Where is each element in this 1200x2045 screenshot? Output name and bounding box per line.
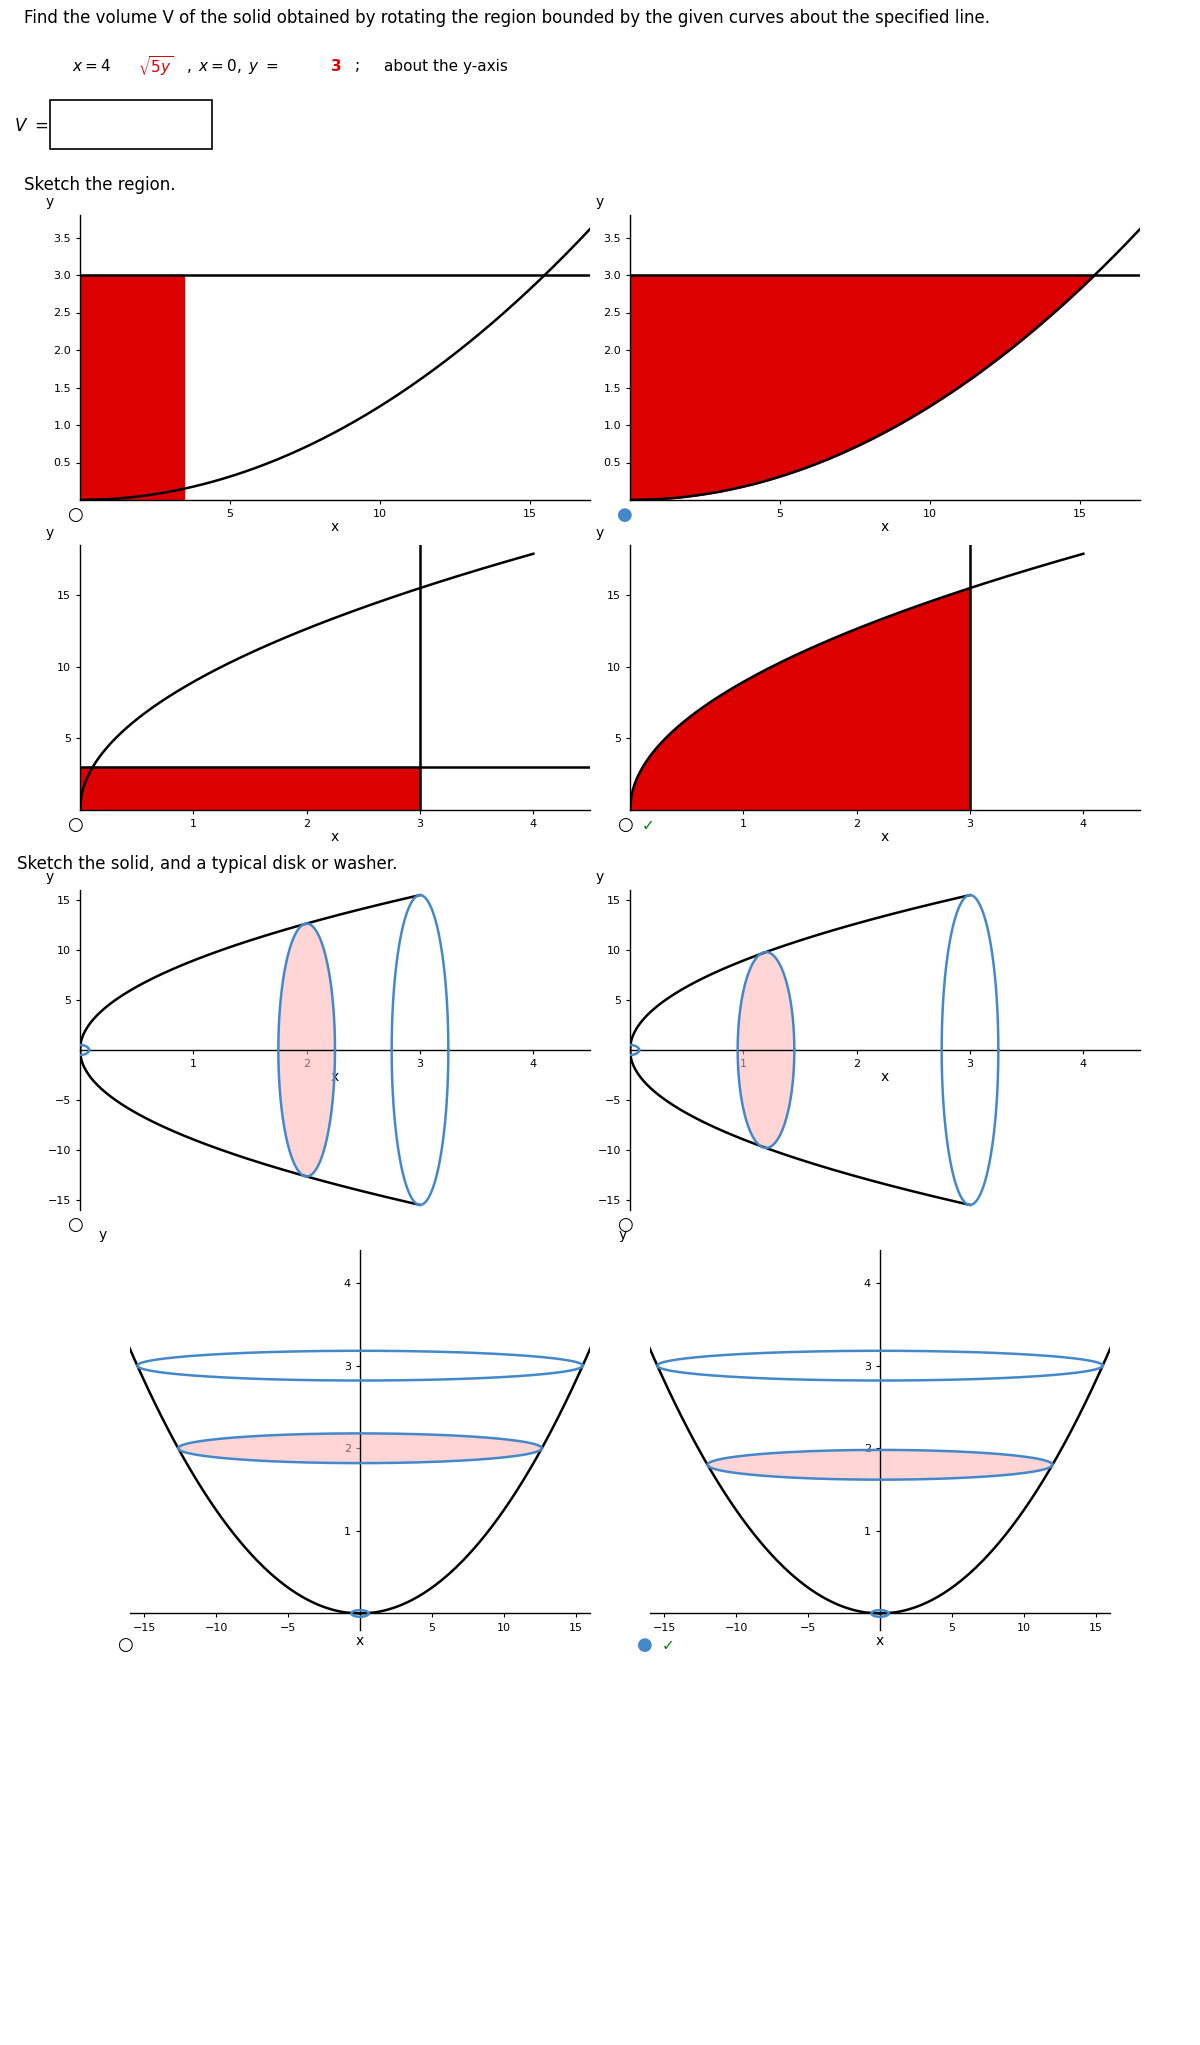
Y-axis label: y: y (46, 526, 54, 540)
Y-axis label: y: y (98, 1229, 107, 1243)
Y-axis label: y: y (46, 869, 54, 883)
X-axis label: x: x (881, 830, 889, 845)
Text: Sketch the region.: Sketch the region. (24, 176, 175, 194)
Text: about the y-axis: about the y-axis (384, 59, 508, 74)
Text: Find the volume V of the solid obtained by rotating the region bounded by the gi: Find the volume V of the solid obtained … (24, 8, 990, 27)
Text: ○: ○ (67, 1217, 83, 1233)
Text: ○: ○ (118, 1636, 133, 1654)
Text: $;$: $;$ (354, 59, 359, 74)
Text: ✓: ✓ (642, 818, 654, 832)
Text: $,\ x = 0,\ y\ =\ $: $,\ x = 0,\ y\ =\ $ (186, 57, 280, 76)
Y-axis label: y: y (595, 869, 604, 883)
Text: $\sqrt{5y}$: $\sqrt{5y}$ (138, 53, 174, 78)
X-axis label: x: x (331, 519, 340, 534)
Text: ○: ○ (67, 816, 83, 834)
Text: ✓: ✓ (661, 1638, 674, 1652)
X-axis label: x: x (356, 1634, 364, 1648)
X-axis label: x: x (331, 830, 340, 845)
Text: $V\ =$: $V\ =$ (14, 117, 48, 135)
Text: ○: ○ (67, 505, 83, 524)
Y-axis label: y: y (618, 1229, 626, 1243)
Text: $\mathbf{3}$: $\mathbf{3}$ (330, 57, 341, 74)
Text: ○: ○ (617, 816, 632, 834)
X-axis label: x: x (881, 1070, 889, 1084)
Polygon shape (708, 1450, 1052, 1481)
Y-axis label: y: y (595, 196, 604, 209)
FancyBboxPatch shape (50, 100, 212, 149)
Text: Sketch the solid, and a typical disk or washer.: Sketch the solid, and a typical disk or … (17, 855, 397, 873)
X-axis label: x: x (331, 1070, 340, 1084)
Polygon shape (278, 924, 335, 1176)
Text: ●: ● (617, 505, 632, 524)
Polygon shape (178, 1434, 542, 1462)
Text: ●: ● (637, 1636, 653, 1654)
Polygon shape (738, 953, 794, 1147)
X-axis label: x: x (876, 1634, 884, 1648)
X-axis label: x: x (881, 519, 889, 534)
Text: ○: ○ (617, 1217, 632, 1233)
Text: $x = 4\ $: $x = 4\ $ (72, 57, 110, 74)
Y-axis label: y: y (46, 196, 54, 209)
Y-axis label: y: y (595, 526, 604, 540)
